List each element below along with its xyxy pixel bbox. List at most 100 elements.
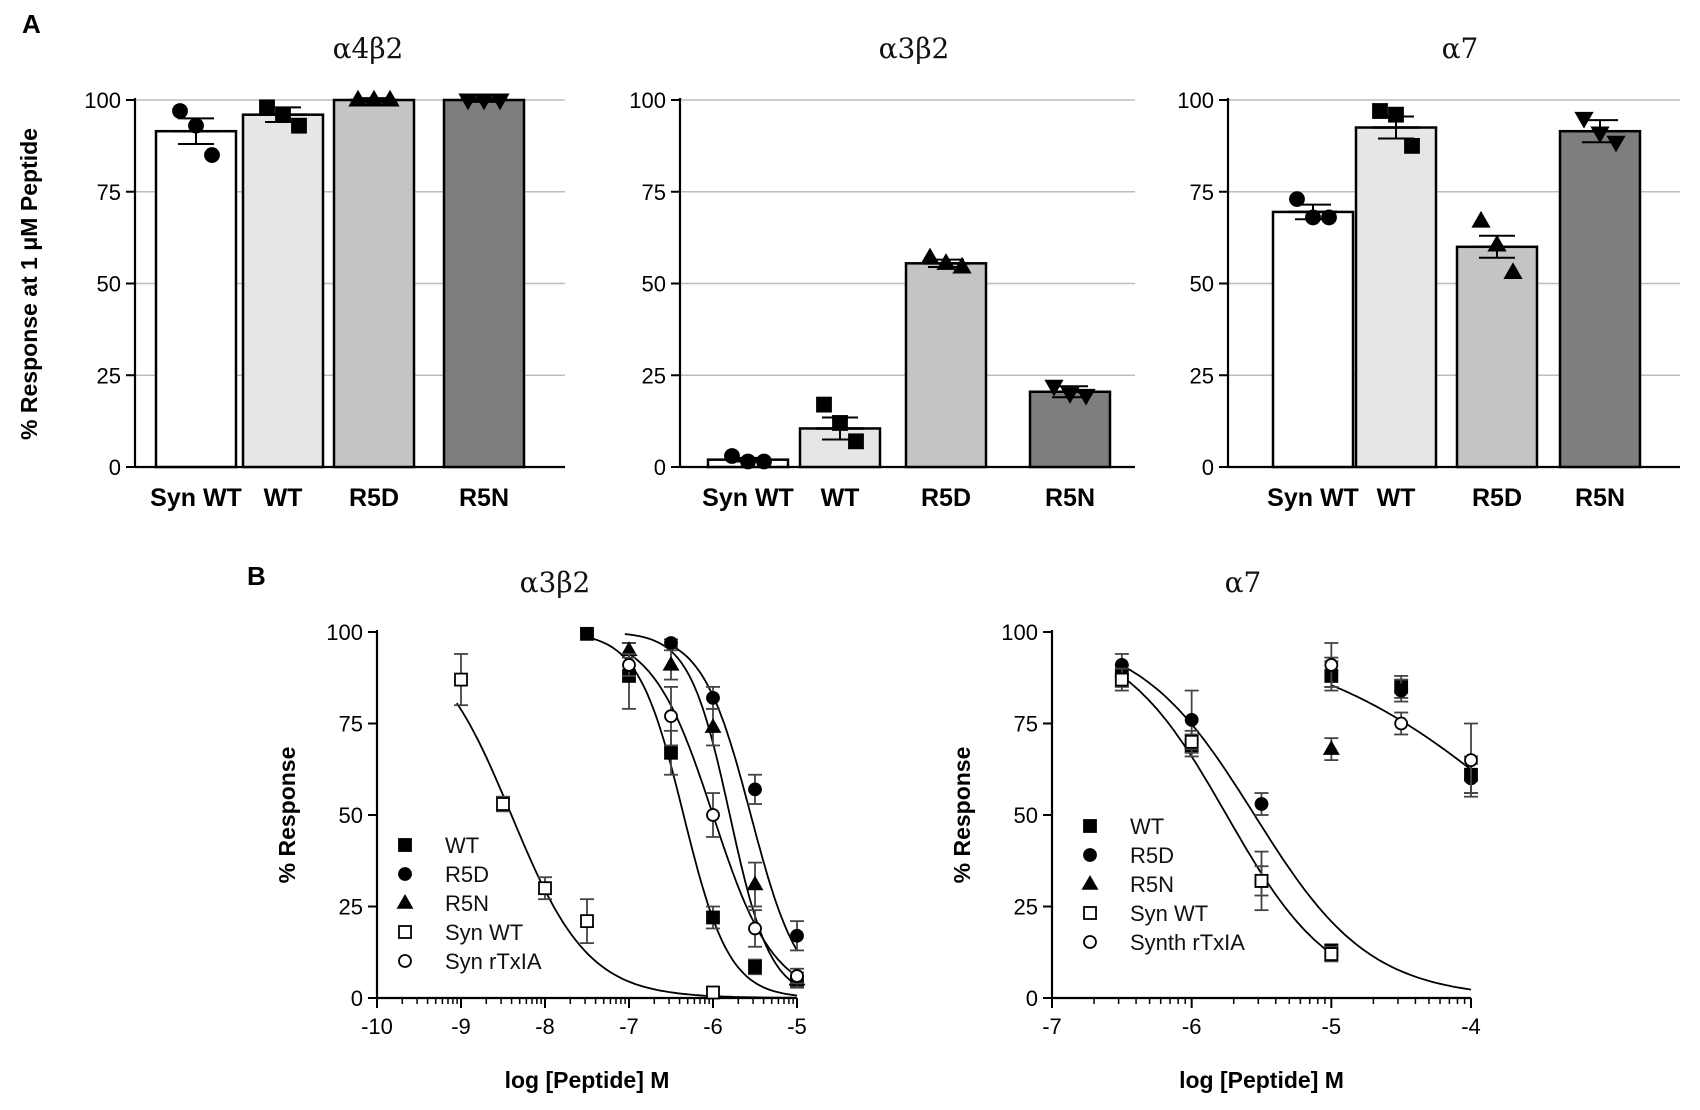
data-point [936,253,956,270]
data-point [1606,135,1626,153]
data-point [1305,209,1321,226]
data-point [664,636,678,650]
y-tick-label: 100 [326,620,363,645]
y-tick-label: 100 [1001,620,1038,645]
x-tick-label: -6 [703,1014,723,1039]
data-point [490,93,510,111]
bar [241,113,325,469]
legend-marker [398,925,412,939]
data-point [790,969,804,983]
bar [1455,245,1539,469]
bar [1558,129,1642,469]
y-tick-label: 50 [339,803,363,828]
data-point [1324,947,1339,961]
y-tick-label: 75 [1014,712,1038,737]
bar [1271,210,1355,469]
bar [442,98,526,469]
panel-b-label: B [247,561,266,591]
dose-response-alpha7: α7 0 25 50 75 100 -7 -6 -5 -4 log [Peptide] M % Res… [949,566,1481,1093]
data-point [816,396,832,413]
fit-curve [456,702,797,999]
data-point [259,99,275,116]
data-point [1184,712,1199,727]
data-point [848,433,864,450]
data-point [1254,797,1269,811]
data-point [1471,210,1491,228]
data-point [662,655,680,671]
y-tick-label: 0 [654,455,666,480]
data-point [580,914,594,929]
data-point [1044,379,1064,397]
bar-chart-alpha3beta2: α3β2 0 25 50 75 100 Syn WT WT R5D R5N [629,32,1135,512]
y-tick-label: 25 [97,363,121,388]
x-tick-label: -7 [619,1014,639,1039]
bar-chart-alpha4beta2: α4β2 0 25 50 75 100 % Response at 1 μM Peptide… [16,32,565,512]
category-label: Syn WT [1267,484,1359,512]
chart-title: α7 [1225,566,1262,599]
x-tick-label: -4 [1461,1014,1481,1039]
data-point [538,881,552,896]
data-point [1184,734,1199,749]
bar [332,98,416,469]
dose-response-alpha3beta2: α3β2 0 25 50 75 100 -10 -9 -8 -7 -6 -5 log [Peptide]… [274,566,807,1093]
data-point [746,875,764,891]
legend-label: Syn WT [1130,901,1208,926]
category-label: R5N [1045,484,1095,512]
data-point [706,910,720,925]
y-tick-label: 25 [1190,363,1214,388]
legend-marker [398,954,412,968]
category-label: R5N [1575,484,1625,512]
chart-title: α3β2 [879,32,950,65]
data-point [1322,740,1340,755]
category-label: Syn WT [702,484,794,512]
bar [904,262,988,469]
data-point [348,89,368,107]
x-tick-label: -5 [787,1014,807,1039]
data-point [380,89,400,107]
data-point [706,690,720,705]
data-point [1388,106,1404,123]
data-point [458,93,478,111]
data-point [1060,387,1080,404]
fit-curve [582,635,798,997]
legend-marker [396,893,414,909]
data-point [832,415,848,431]
y-tick-label: 0 [1026,986,1038,1011]
category-label: R5N [459,484,509,512]
y-tick-label: 50 [97,272,121,297]
legend-label: WT [445,833,479,858]
data-point [748,921,762,936]
data-point [1324,658,1339,672]
bar [154,129,238,469]
y-tick-label: 100 [1177,88,1214,113]
data-point [1464,753,1478,767]
bar [1354,126,1438,469]
data-point [748,782,762,797]
legend-label: Syn WT [445,920,523,945]
y-tick-label: 75 [339,712,363,737]
y-tick-label: 75 [642,180,666,205]
y-tick-label: 50 [1014,803,1038,828]
x-tick-label: -9 [451,1014,471,1039]
data-point [1254,873,1269,888]
x-tick-label: -5 [1322,1014,1342,1039]
legend-marker [1081,874,1099,890]
x-tick-label: -10 [361,1014,393,1039]
fit-curve [624,633,798,986]
data-point [706,985,720,1000]
data-point [1114,672,1129,687]
legend-marker [1083,906,1097,920]
data-point [291,117,307,134]
legend-label: R5D [445,862,489,887]
y-tick-label: 25 [339,895,363,920]
data-point [474,93,494,111]
data-point [790,928,804,943]
data-point [172,103,188,119]
y-tick-label: 50 [1190,272,1214,297]
data-point [496,797,510,811]
y-tick-label: 25 [1014,895,1038,920]
bar-chart-alpha7: α7 0 25 50 75 100 Syn WT WT R5D R5N [1177,32,1680,512]
data-point [1394,716,1409,731]
data-point [1394,683,1409,698]
